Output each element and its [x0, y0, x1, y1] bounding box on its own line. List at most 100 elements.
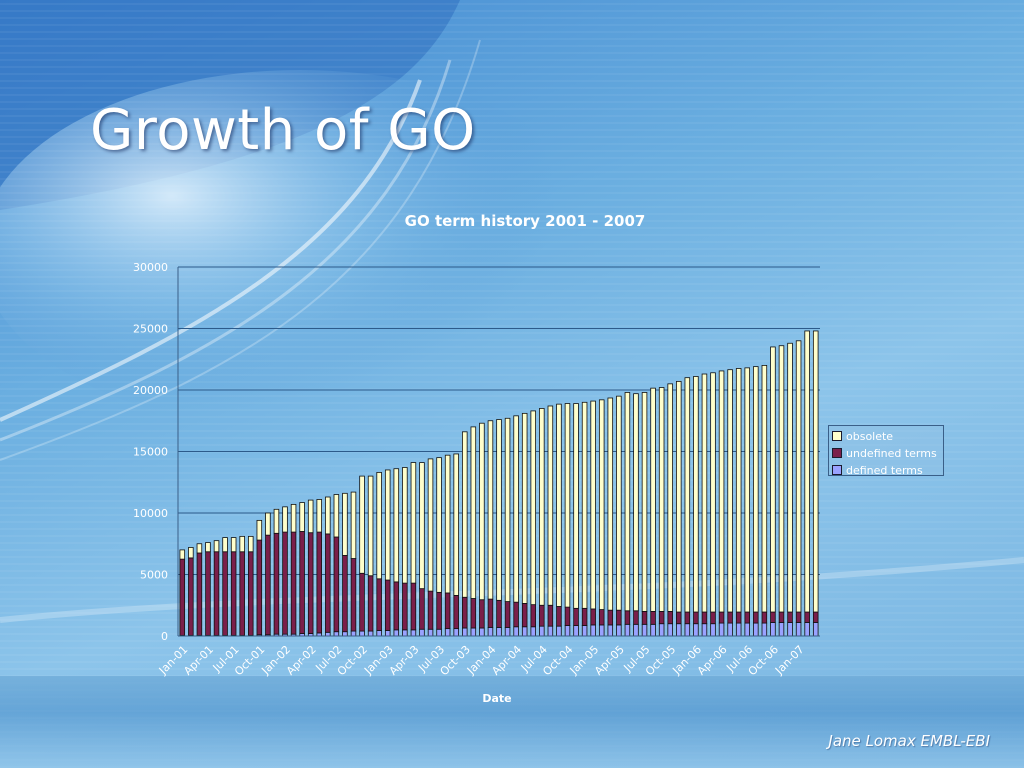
bar-defined-Jun-05	[633, 623, 639, 637]
bar-defined-Oct-05	[667, 623, 673, 637]
bar-obsolete-Sep-04	[556, 403, 562, 607]
bar-undefined-Mar-03	[402, 582, 408, 631]
bar-obsolete-Apr-04	[513, 415, 519, 603]
bar-undefined-Dec-02	[376, 578, 382, 631]
bar-obsolete-Mar-04	[504, 417, 511, 602]
bar-undefined-Aug-06	[753, 611, 759, 624]
bar-defined-Jun-03	[427, 628, 434, 637]
bar-obsolete-Aug-03	[444, 454, 451, 594]
bar-obsolete-Dec-03	[479, 422, 485, 601]
bar-undefined-Jan-06	[693, 611, 699, 625]
bar-defined-Feb-04	[496, 626, 502, 637]
bar-obsolete-Apr-05	[616, 395, 622, 611]
bar-undefined-Aug-05	[650, 611, 656, 625]
bar-undefined-Nov-05	[676, 611, 682, 625]
legend-label-obsolete: obsolete	[846, 430, 894, 443]
bar-defined-Apr-03	[410, 629, 417, 637]
bar-obsolete-Dec-05	[684, 377, 691, 613]
bar-obsolete-Aug-06	[753, 366, 759, 613]
bar-undefined-May-01	[213, 551, 220, 636]
bar-obsolete-Sep-06	[761, 364, 768, 613]
x-axis-label: Date	[482, 692, 511, 705]
bar-obsolete-Oct-01	[256, 519, 263, 541]
bar-obsolete-Feb-04	[496, 419, 502, 601]
bar-undefined-May-02	[316, 531, 323, 634]
x-tick-label: Apr-02	[284, 643, 319, 678]
bar-undefined-Jul-01	[230, 551, 237, 636]
bar-obsolete-Aug-01	[239, 535, 245, 553]
bar-undefined-Mar-04	[504, 601, 511, 628]
bar-undefined-Sep-05	[658, 611, 665, 625]
bar-defined-Dec-04	[581, 625, 588, 637]
bar-obsolete-Mar-06	[710, 372, 716, 613]
bar-undefined-Feb-07	[804, 611, 810, 623]
bar-defined-May-04	[521, 626, 528, 637]
bar-defined-Feb-03	[393, 629, 400, 637]
bar-obsolete-Nov-04	[573, 403, 579, 609]
bar-undefined-Jun-02	[325, 533, 331, 633]
bar-defined-Mar-07	[812, 622, 819, 637]
bar-obsolete-Jul-06	[744, 367, 751, 613]
bar-defined-Jul-04	[539, 625, 545, 637]
bar-defined-Jul-06	[744, 622, 751, 637]
bar-undefined-Jul-03	[436, 591, 442, 630]
bar-undefined-May-06	[727, 611, 733, 624]
bar-undefined-Aug-03	[444, 592, 451, 630]
bar-undefined-Dec-05	[684, 611, 691, 625]
bar-obsolete-Feb-05	[598, 399, 605, 610]
bar-undefined-May-04	[521, 603, 528, 628]
bar-obsolete-Oct-04	[564, 403, 571, 608]
bar-obsolete-Jan-07	[795, 340, 802, 613]
bar-obsolete-Dec-06	[787, 342, 793, 613]
bar-defined-Aug-03	[444, 628, 451, 637]
bar-undefined-Jun-03	[427, 590, 434, 630]
bar-undefined-Oct-04	[564, 606, 571, 626]
bar-defined-Dec-02	[376, 630, 382, 637]
bar-defined-Jun-02	[325, 631, 331, 637]
bar-obsolete-Jun-06	[735, 368, 742, 613]
bar-defined-Apr-05	[616, 624, 622, 637]
y-tick-label: 0	[161, 630, 168, 643]
bar-defined-Jan-07	[795, 622, 802, 637]
bar-undefined-Sep-03	[453, 595, 459, 630]
bar-obsolete-Feb-03	[393, 468, 400, 583]
bar-undefined-Apr-01	[205, 551, 211, 636]
bar-undefined-Jan-04	[487, 598, 494, 628]
bar-defined-Nov-02	[367, 630, 374, 637]
bar-undefined-Sep-01	[248, 551, 254, 636]
bar-undefined-Aug-04	[547, 604, 554, 627]
bar-undefined-Jan-03	[384, 579, 391, 631]
bar-defined-Jun-06	[735, 622, 742, 637]
bar-undefined-Jan-01	[179, 558, 186, 636]
y-tick-labels: 0 5000 10000 15000 20000 25000 30000	[133, 261, 168, 643]
bar-undefined-Dec-06	[787, 611, 793, 623]
bar-obsolete-Nov-06	[778, 345, 785, 613]
x-tick-label: Jan-07	[772, 643, 807, 678]
bar-defined-Sep-05	[658, 623, 665, 637]
bar-undefined-Feb-05	[598, 609, 605, 626]
axes	[177, 267, 820, 637]
bar-obsolete-May-04	[521, 412, 528, 604]
bar-defined-Aug-06	[753, 622, 759, 637]
bar-obsolete-Sep-03	[453, 453, 459, 596]
bar-defined-Jan-06	[693, 623, 699, 637]
bar-obsolete-Jan-05	[590, 400, 596, 610]
bar-obsolete-Jun-03	[427, 458, 434, 592]
bar-undefined-Jun-06	[735, 611, 742, 624]
bar-obsolete-Feb-06	[701, 373, 708, 613]
chart-title: GO term history 2001 - 2007	[404, 212, 646, 230]
bar-obsolete-Mar-03	[402, 467, 408, 584]
bar-obsolete-Jan-04	[487, 420, 494, 600]
bar-obsolete-Jan-02	[282, 506, 288, 533]
x-tick-label: Apr-03	[387, 643, 422, 678]
bar-defined-Mar-03	[402, 629, 408, 637]
bar-undefined-Mar-01	[196, 552, 203, 636]
bar-defined-Aug-02	[342, 631, 348, 637]
bar-undefined-Jul-04	[539, 604, 545, 627]
bar-defined-Apr-04	[513, 626, 519, 637]
bar-defined-May-06	[727, 622, 733, 637]
x-tick-label: Apr-01	[181, 643, 216, 678]
bar-defined-Dec-03	[479, 627, 485, 637]
bar-obsolete-Mar-01	[196, 543, 203, 554]
bar-obsolete-Apr-02	[307, 499, 314, 534]
